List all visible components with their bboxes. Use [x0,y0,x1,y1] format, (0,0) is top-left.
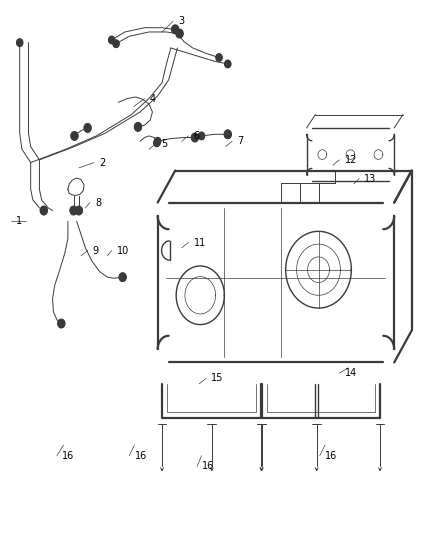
Text: 16: 16 [134,451,147,461]
Polygon shape [17,39,23,46]
Text: 16: 16 [325,451,337,461]
Polygon shape [58,319,65,328]
Text: 12: 12 [345,155,357,165]
Polygon shape [224,130,231,139]
Text: 8: 8 [95,198,101,207]
Polygon shape [225,60,231,68]
Polygon shape [155,138,161,145]
Polygon shape [70,206,77,215]
Text: 5: 5 [161,139,167,149]
Polygon shape [119,273,126,281]
Polygon shape [113,40,119,47]
Polygon shape [75,206,82,215]
Polygon shape [198,132,205,140]
Polygon shape [109,36,115,44]
Polygon shape [71,132,78,140]
Text: 7: 7 [237,136,244,146]
Polygon shape [84,124,91,132]
Polygon shape [216,54,222,61]
Polygon shape [176,29,183,38]
Polygon shape [40,206,47,215]
Text: 10: 10 [117,246,129,255]
Polygon shape [154,139,160,147]
Text: 11: 11 [194,238,206,247]
Text: 14: 14 [345,368,357,378]
Text: 3: 3 [178,17,184,26]
Polygon shape [172,25,179,34]
Text: 13: 13 [364,174,377,183]
Text: 16: 16 [202,462,215,471]
Text: 16: 16 [62,451,74,461]
Text: 6: 6 [194,131,200,141]
Text: 4: 4 [150,94,156,103]
Text: 2: 2 [99,158,106,167]
Polygon shape [134,123,141,131]
Text: 1: 1 [16,216,22,226]
Polygon shape [191,133,198,142]
Text: 15: 15 [211,374,223,383]
Text: 9: 9 [93,246,99,255]
